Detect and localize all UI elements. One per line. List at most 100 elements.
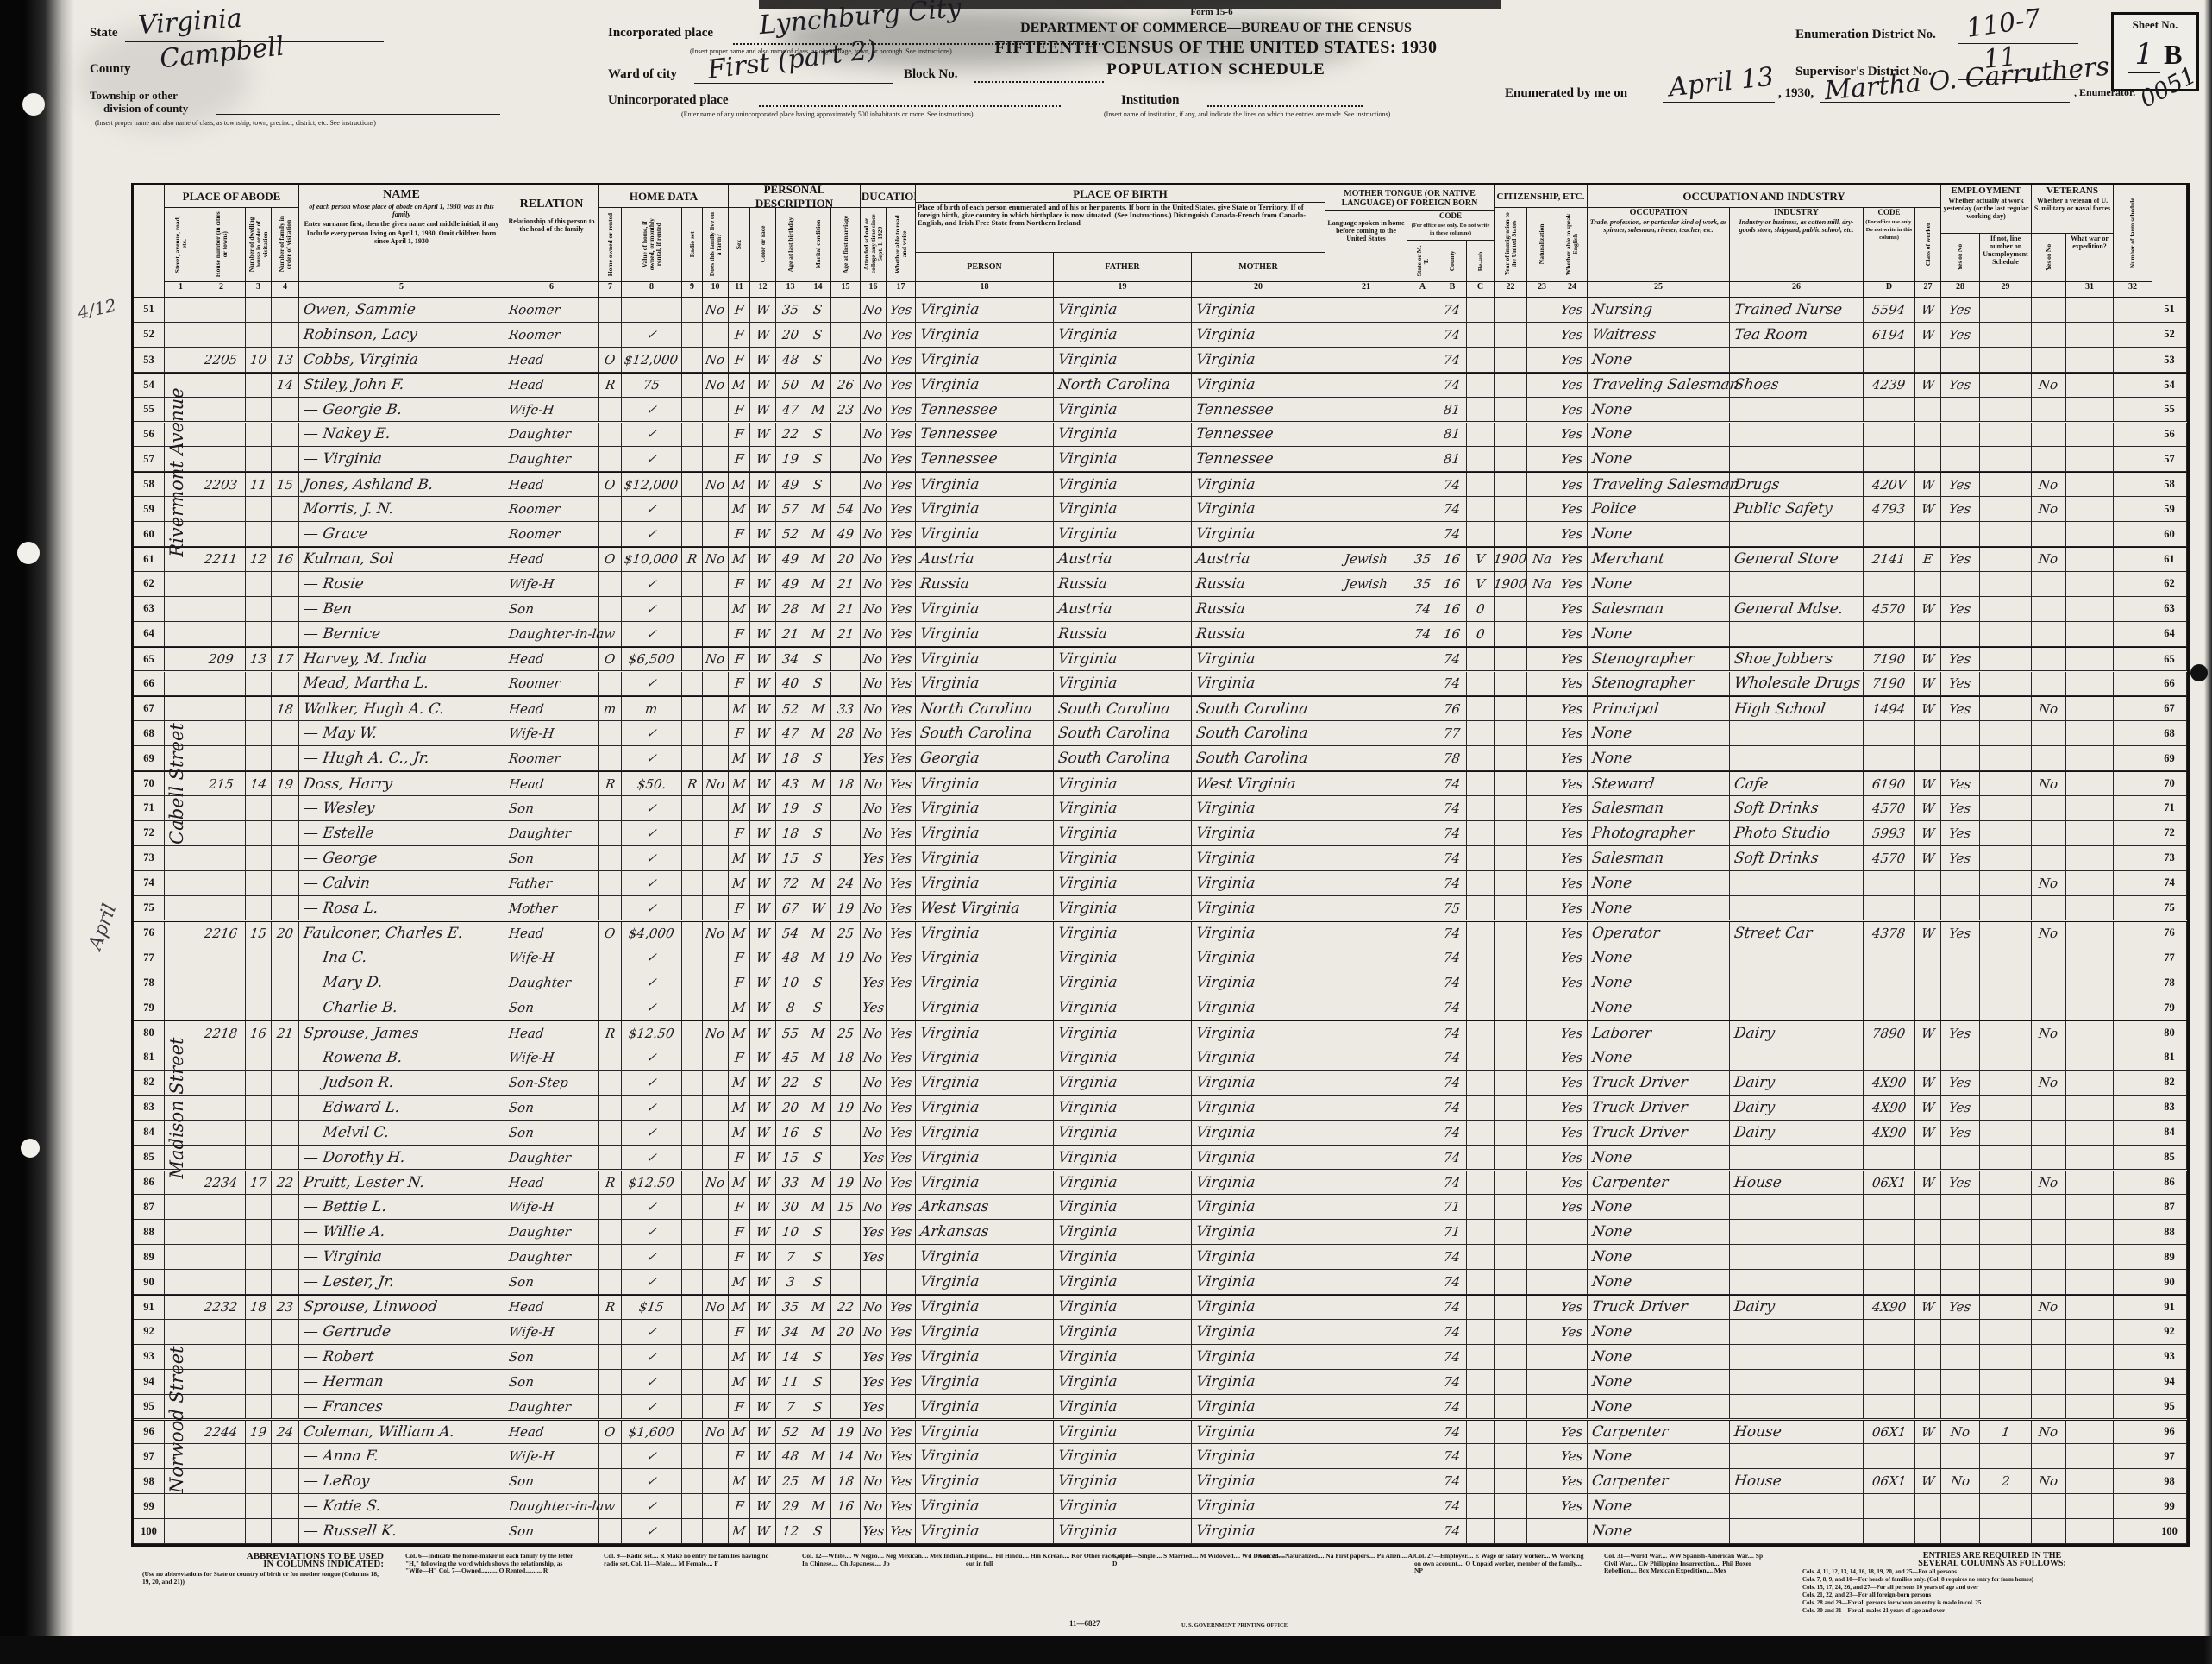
handwritten-entry[interactable]: No <box>862 352 884 368</box>
handwritten-entry[interactable]: None <box>1590 1447 1633 1466</box>
handwritten-entry[interactable]: W <box>1920 775 1936 792</box>
handwritten-entry[interactable]: Dairy <box>1733 1298 1776 1316</box>
handwritten-entry[interactable]: Kulman, Sol <box>302 550 395 568</box>
handwritten-entry[interactable]: ✓ <box>645 1498 658 1515</box>
handwritten-entry[interactable]: Yes <box>861 975 886 991</box>
handwritten-entry[interactable]: 2232 <box>204 1299 239 1316</box>
handwritten-entry[interactable]: 74 <box>1443 1274 1462 1290</box>
handwritten-entry[interactable]: Virginia <box>1056 475 1119 493</box>
handwritten-entry[interactable]: Virginia <box>1194 325 1256 343</box>
handwritten-entry[interactable]: — Ina C. <box>302 949 368 967</box>
handwritten-entry[interactable]: No <box>2038 700 2059 717</box>
handwritten-entry[interactable]: Faulconer, Charles E. <box>302 924 464 942</box>
handwritten-entry[interactable]: Virginia <box>918 1397 981 1416</box>
handwritten-entry[interactable]: 06X1 <box>1870 1174 1908 1190</box>
handwritten-entry[interactable]: $4,000 <box>628 925 675 941</box>
handwritten-entry[interactable]: $12,000 <box>623 352 680 368</box>
handwritten-entry[interactable]: 78 <box>1443 750 1462 767</box>
handwritten-entry[interactable]: Virginia <box>918 1123 981 1141</box>
handwritten-entry[interactable]: Shoes <box>1733 376 1780 394</box>
handwritten-entry[interactable]: Virginia <box>918 1048 981 1066</box>
handwritten-entry[interactable]: Virginia <box>918 675 981 693</box>
handwritten-entry[interactable]: 10 <box>248 352 268 368</box>
handwritten-entry[interactable]: 67 <box>780 900 800 916</box>
handwritten-entry[interactable]: Yes <box>861 850 886 866</box>
handwritten-entry[interactable]: Yes <box>1560 476 1584 493</box>
handwritten-entry[interactable]: F <box>733 526 745 543</box>
handwritten-entry[interactable]: Harvey, M. India <box>302 650 429 669</box>
handwritten-entry[interactable]: Head <box>507 551 545 568</box>
handwritten-entry[interactable]: Virginia <box>1194 1273 1256 1291</box>
handwritten-entry[interactable]: M <box>810 775 826 792</box>
handwritten-entry[interactable]: Tennessee <box>918 400 999 418</box>
handwritten-entry[interactable]: Austria <box>918 550 975 568</box>
handwritten-entry[interactable]: F <box>733 950 745 966</box>
handwritten-entry[interactable]: 4570 <box>1871 800 1907 816</box>
handwritten-entry[interactable]: South Carolina <box>1194 750 1309 768</box>
handwritten-entry[interactable]: M <box>810 700 826 717</box>
handwritten-entry[interactable]: F <box>733 426 745 443</box>
handwritten-entry[interactable]: 74 <box>1443 651 1462 668</box>
handwritten-entry[interactable]: W <box>755 975 771 991</box>
handwritten-entry[interactable]: Na <box>1531 551 1553 568</box>
handwritten-entry[interactable]: O <box>604 1423 617 1440</box>
handwritten-entry[interactable]: Tea Room <box>1733 325 1809 343</box>
handwritten-entry[interactable]: No <box>862 526 884 543</box>
handwritten-entry[interactable]: Yes <box>861 1523 886 1540</box>
handwritten-entry[interactable]: Cafe <box>1733 775 1770 793</box>
handwritten-entry[interactable]: R <box>604 1025 617 1041</box>
handwritten-entry[interactable]: S <box>812 750 824 767</box>
handwritten-entry[interactable]: Yes <box>861 1348 886 1365</box>
handwritten-entry[interactable]: Virginia <box>1056 1472 1119 1491</box>
handwritten-entry[interactable]: Wife-H <box>507 725 555 742</box>
handwritten-entry[interactable]: Arkansas <box>918 1198 990 1216</box>
handwritten-entry[interactable]: Virginia <box>918 475 981 493</box>
handwritten-entry[interactable]: M <box>731 775 747 792</box>
handwritten-entry[interactable]: 47 <box>780 401 800 418</box>
handwritten-entry[interactable]: None <box>1590 1372 1633 1391</box>
handwritten-entry[interactable]: No <box>1949 1473 1971 1490</box>
handwritten-entry[interactable]: — Katie S. <box>302 1498 382 1516</box>
handwritten-entry[interactable]: M <box>810 377 826 393</box>
handwritten-entry[interactable]: F <box>733 675 745 692</box>
handwritten-entry[interactable]: S <box>812 476 824 493</box>
handwritten-entry[interactable]: 24 <box>836 875 855 891</box>
handwritten-entry[interactable]: — Georgie B. <box>302 400 404 418</box>
handwritten-entry[interactable]: 4570 <box>1871 600 1907 617</box>
handwritten-entry[interactable]: Head <box>507 1025 545 1041</box>
enumeration-date-value[interactable]: April 13 <box>1667 61 1776 104</box>
handwritten-entry[interactable]: No <box>862 1498 884 1515</box>
handwritten-entry[interactable]: Virginia <box>1194 974 1256 992</box>
handwritten-entry[interactable]: ✓ <box>645 1000 658 1016</box>
handwritten-entry[interactable]: W <box>755 326 771 342</box>
handwritten-entry[interactable]: Virginia <box>1056 949 1119 967</box>
handwritten-entry[interactable]: 75 <box>1443 900 1462 916</box>
handwritten-entry[interactable]: Mother <box>507 900 559 916</box>
handwritten-entry[interactable]: Virginia <box>1194 1447 1256 1466</box>
handwritten-entry[interactable]: Coleman, William A. <box>302 1422 456 1441</box>
handwritten-entry[interactable]: Yes <box>888 501 913 518</box>
handwritten-entry[interactable]: Virginia <box>1056 325 1119 343</box>
handwritten-entry[interactable]: Yes <box>1948 377 1972 393</box>
handwritten-entry[interactable]: Yes <box>1948 326 1972 342</box>
handwritten-entry[interactable]: Yes <box>1560 775 1584 792</box>
handwritten-entry[interactable]: S <box>812 301 824 317</box>
handwritten-entry[interactable]: Russia <box>1194 575 1247 593</box>
handwritten-entry[interactable]: 19 <box>275 775 295 792</box>
handwritten-entry[interactable]: Carpenter <box>1590 1173 1670 1191</box>
handwritten-entry[interactable]: F <box>733 825 745 841</box>
handwritten-entry[interactable]: Dairy <box>1733 1123 1776 1141</box>
handwritten-entry[interactable]: No <box>862 700 884 717</box>
handwritten-entry[interactable]: Yes <box>888 1224 913 1240</box>
handwritten-entry[interactable]: $12.50 <box>628 1025 675 1041</box>
handwritten-entry[interactable]: Photo Studio <box>1733 824 1832 842</box>
handwritten-entry[interactable]: Yes <box>1948 675 1972 692</box>
handwritten-entry[interactable]: — Estelle <box>302 824 375 842</box>
handwritten-entry[interactable]: 19 <box>836 900 855 916</box>
handwritten-entry[interactable]: M <box>810 1099 826 1115</box>
handwritten-entry[interactable]: Austria <box>1056 600 1113 618</box>
handwritten-entry[interactable]: ✓ <box>645 675 658 692</box>
handwritten-entry[interactable]: 33 <box>780 1174 800 1190</box>
handwritten-entry[interactable]: 34 <box>780 651 800 668</box>
state-value[interactable]: Virginia <box>136 3 243 41</box>
